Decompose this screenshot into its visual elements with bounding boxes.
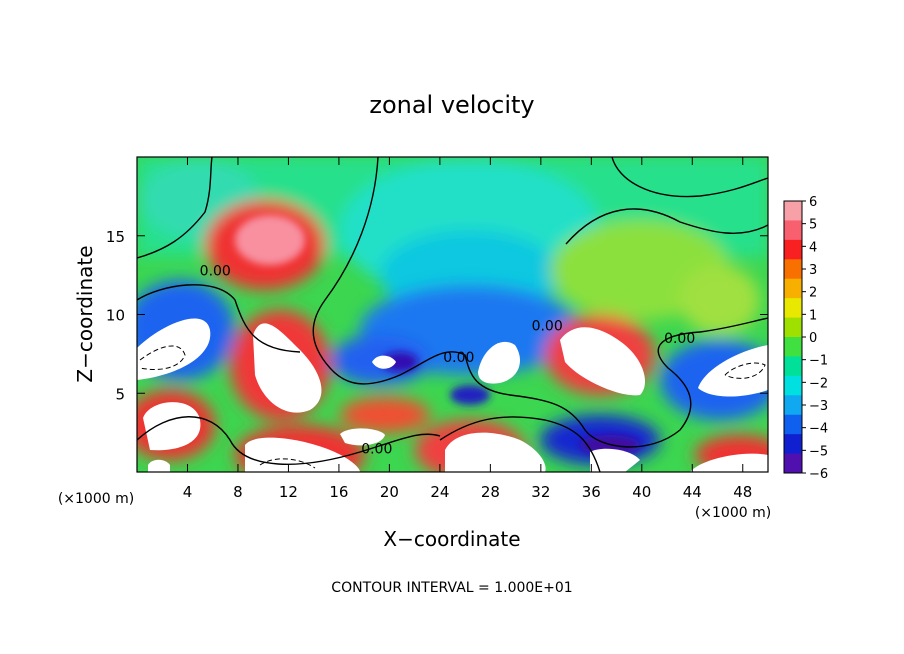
contour-labels: 0.00 0.00 0.00 0.00 0.00	[200, 263, 696, 457]
colorbar-swatch	[784, 259, 802, 280]
z-tick-label: 10	[106, 307, 125, 325]
contour-label: 0.00	[664, 331, 695, 347]
x-tick-label: 48	[733, 483, 752, 501]
colorbar-swatch	[784, 337, 802, 357]
chart-title: zonal velocity	[369, 91, 534, 119]
contour-interval-note: CONTOUR INTERVAL = 1.000E+01	[331, 580, 572, 596]
z-axis-unit: (×1000 m)	[58, 491, 134, 507]
colorbar-tick-label: 5	[809, 218, 817, 233]
z-axis-label: Z−coordinate	[73, 245, 97, 382]
x-tick-label: 16	[329, 483, 348, 501]
x-tick-label: 28	[481, 483, 500, 501]
x-axis-label: X−coordinate	[383, 527, 520, 551]
x-tick-label: 12	[279, 483, 298, 501]
colorbar-swatch	[784, 278, 802, 299]
colorbar-swatch	[784, 201, 802, 221]
colorbar-swatch	[784, 395, 802, 416]
colorbar-tick-label: 1	[809, 308, 817, 323]
colorbar-tick-label: −3	[809, 399, 828, 414]
contour-label: 0.00	[361, 441, 392, 457]
x-tick-label: 8	[233, 483, 243, 501]
colorbar-swatch	[784, 220, 802, 241]
colorbar-tick-label: −1	[809, 354, 828, 369]
colorbar-swatch	[784, 356, 802, 377]
x-tick-label: 44	[683, 483, 702, 501]
colorbar-tick-label: 4	[809, 240, 817, 255]
colorbar-tick-label: −2	[809, 376, 828, 391]
z-tick-label: 5	[115, 385, 125, 403]
colorbar-swatch	[784, 317, 802, 338]
z-axis-ticks: 5 10 15	[106, 228, 768, 403]
colorbar-tick-label: 2	[809, 286, 817, 301]
contour-label: 0.00	[200, 263, 231, 279]
colorbar-tick-label: −4	[809, 422, 828, 437]
heatmap-field	[137, 157, 768, 472]
colorbar-tick-label: 3	[809, 263, 817, 278]
z-tick-label: 15	[106, 228, 125, 246]
x-tick-label: 20	[380, 483, 399, 501]
colorbar-swatch	[784, 239, 802, 260]
colorbar-ticks: 6 5 4 3 2 1 0 −1 −2 −3 −4 −5 −6	[802, 195, 828, 482]
contour-label: 0.00	[443, 350, 474, 366]
x-tick-label: 4	[183, 483, 193, 501]
colorbar	[783, 200, 803, 474]
colorbar-swatch	[784, 298, 802, 319]
colorbar-swatch	[784, 434, 802, 455]
colorbar-tick-label: −6	[809, 467, 828, 482]
x-tick-label: 24	[430, 483, 449, 501]
x-axis-unit: (×1000 m)	[695, 505, 771, 521]
colorbar-tick-label: 0	[809, 331, 817, 346]
colorbar-tick-label: 6	[809, 195, 817, 210]
x-tick-label: 40	[632, 483, 651, 501]
x-axis-ticks: 4 8 12 16 20 24 28 32 36 40 44 48	[183, 157, 752, 501]
colorbar-tick-label: −5	[809, 444, 828, 459]
colorbar-swatch	[784, 375, 802, 396]
colorbar-swatch	[784, 453, 802, 474]
x-tick-label: 36	[582, 483, 601, 501]
x-tick-label: 32	[531, 483, 550, 501]
contour-label: 0.00	[532, 319, 563, 335]
colorbar-swatch	[784, 414, 802, 435]
